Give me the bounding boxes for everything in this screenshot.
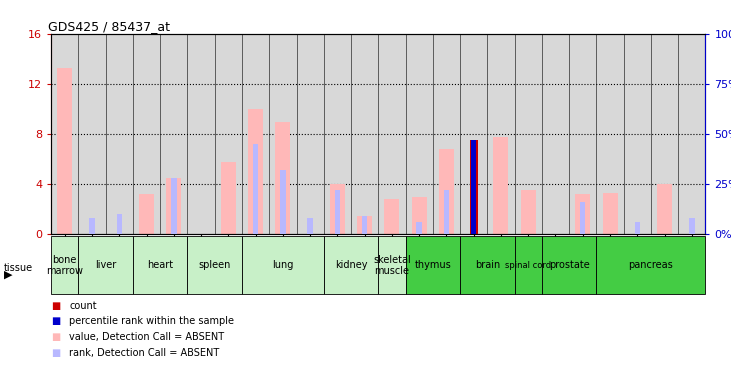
Bar — [362, 216, 368, 234]
Bar — [417, 222, 422, 234]
Bar — [242, 34, 269, 234]
Bar — [51, 236, 78, 294]
Bar — [187, 34, 215, 234]
Text: percentile rank within the sample: percentile rank within the sample — [69, 316, 235, 326]
Bar — [580, 202, 586, 234]
Text: kidney: kidney — [335, 260, 367, 270]
Text: ■: ■ — [51, 316, 61, 326]
Bar — [351, 34, 379, 234]
Bar — [412, 197, 427, 234]
Bar — [330, 184, 345, 234]
Text: thymus: thymus — [414, 260, 451, 270]
Bar — [57, 68, 72, 234]
Bar — [117, 214, 122, 234]
Bar — [357, 216, 372, 234]
Bar — [221, 162, 236, 234]
Bar — [406, 236, 460, 294]
Bar — [324, 34, 351, 234]
Bar — [324, 236, 379, 294]
Bar — [542, 34, 569, 234]
Bar — [335, 190, 340, 234]
Bar — [297, 34, 324, 234]
Text: ■: ■ — [51, 332, 61, 342]
Bar — [308, 218, 313, 234]
Bar — [385, 199, 399, 234]
Bar — [635, 222, 640, 234]
Text: skeletal
muscle: skeletal muscle — [373, 255, 411, 276]
Text: GDS425 / 85437_at: GDS425 / 85437_at — [48, 20, 170, 33]
Bar — [379, 236, 406, 294]
Text: tissue: tissue — [4, 263, 33, 273]
Text: brain: brain — [474, 260, 500, 270]
Text: ▶: ▶ — [4, 270, 12, 279]
Bar — [215, 34, 242, 234]
Bar — [280, 170, 286, 234]
Text: spleen: spleen — [199, 260, 231, 270]
Bar — [678, 34, 705, 234]
Bar — [78, 34, 106, 234]
Bar — [106, 34, 133, 234]
Bar — [689, 218, 694, 234]
Bar — [253, 144, 258, 234]
Text: count: count — [69, 301, 97, 310]
Bar — [515, 236, 542, 294]
Text: value, Detection Call = ABSENT: value, Detection Call = ABSENT — [69, 332, 224, 342]
Text: heart: heart — [147, 260, 173, 270]
Bar — [488, 34, 515, 234]
Text: liver: liver — [95, 260, 116, 270]
Bar — [624, 34, 651, 234]
Bar — [515, 34, 542, 234]
Bar — [469, 140, 478, 234]
Bar — [569, 34, 596, 234]
Bar — [460, 236, 515, 294]
Bar — [433, 34, 460, 234]
Bar — [187, 236, 242, 294]
Bar — [444, 190, 449, 234]
Text: lung: lung — [272, 260, 294, 270]
Bar — [596, 236, 705, 294]
Bar — [596, 34, 624, 234]
Bar — [89, 218, 95, 234]
Bar — [167, 178, 181, 234]
Bar — [160, 34, 187, 234]
Text: ■: ■ — [51, 301, 61, 310]
Text: rank, Detection Call = ABSENT: rank, Detection Call = ABSENT — [69, 348, 220, 358]
Bar — [493, 136, 509, 234]
Bar — [520, 190, 536, 234]
Bar — [133, 236, 187, 294]
Bar — [542, 236, 596, 294]
Bar — [460, 34, 488, 234]
Bar — [139, 194, 154, 234]
Bar — [439, 149, 454, 234]
Bar — [602, 193, 618, 234]
Text: ■: ■ — [51, 348, 61, 358]
Bar — [575, 194, 590, 234]
Bar — [133, 34, 160, 234]
Text: spinal cord: spinal cord — [505, 261, 551, 270]
Bar — [657, 184, 672, 234]
Text: pancreas: pancreas — [629, 260, 673, 270]
Bar — [471, 140, 476, 234]
Bar — [406, 34, 433, 234]
Text: prostate: prostate — [549, 260, 589, 270]
Bar — [276, 122, 290, 234]
Bar — [171, 178, 177, 234]
Bar — [651, 34, 678, 234]
Text: bone
marrow: bone marrow — [46, 255, 83, 276]
Bar — [51, 34, 78, 234]
Bar — [242, 236, 324, 294]
Bar — [269, 34, 297, 234]
Bar — [248, 109, 263, 234]
Bar — [379, 34, 406, 234]
Bar — [78, 236, 133, 294]
